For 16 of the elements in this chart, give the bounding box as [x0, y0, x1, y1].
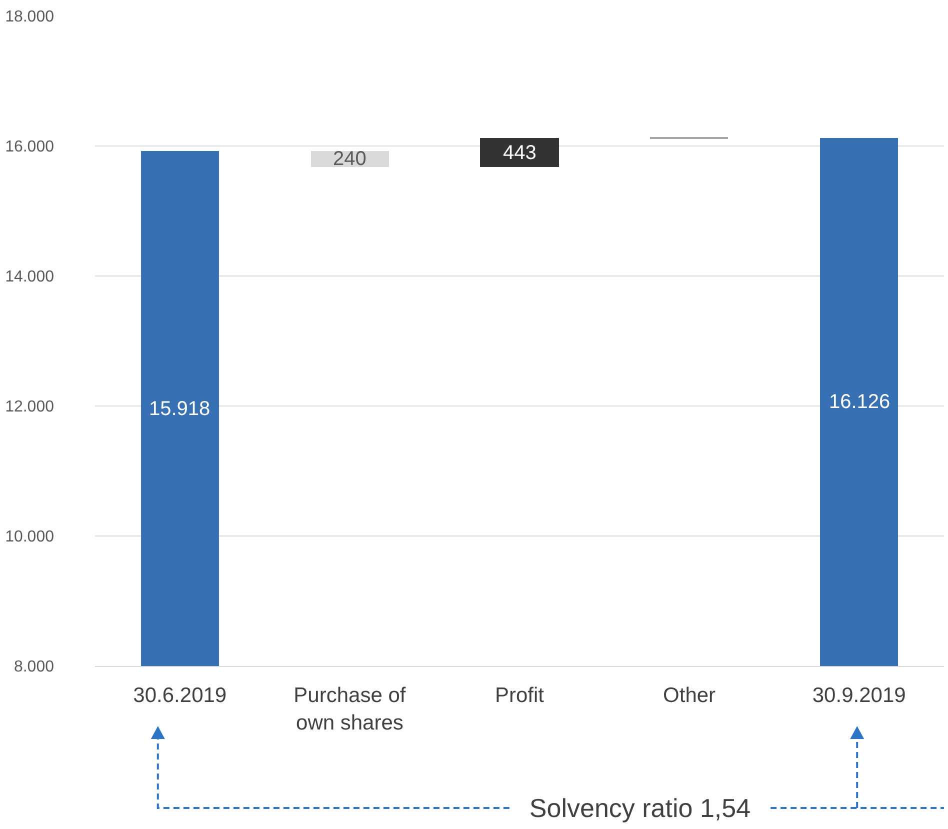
y-tick-label: 10.000	[5, 528, 54, 546]
data-label: 240	[333, 148, 366, 170]
x-tick-label: Other	[663, 684, 716, 708]
data-label: 16.126	[829, 391, 890, 413]
text: Solvency ratio 1,54	[529, 793, 751, 823]
x-tick-label: Profit	[494, 684, 544, 708]
y-tick-label: 12.000	[5, 398, 54, 416]
y-tick-label: 14.000	[5, 268, 54, 286]
x-tick-label: Purchase of own shares	[294, 684, 406, 734]
y-tick-label: 8.000	[14, 658, 54, 676]
data-label: 15.918	[149, 398, 210, 420]
x-tick-label: 30.6.2019	[133, 684, 227, 708]
x-tick-label: 30.9.2019	[812, 684, 906, 708]
data-label: 443	[503, 142, 536, 164]
y-tick-label: 18.000	[5, 8, 54, 26]
y-tick-label: 16.000	[5, 138, 54, 156]
